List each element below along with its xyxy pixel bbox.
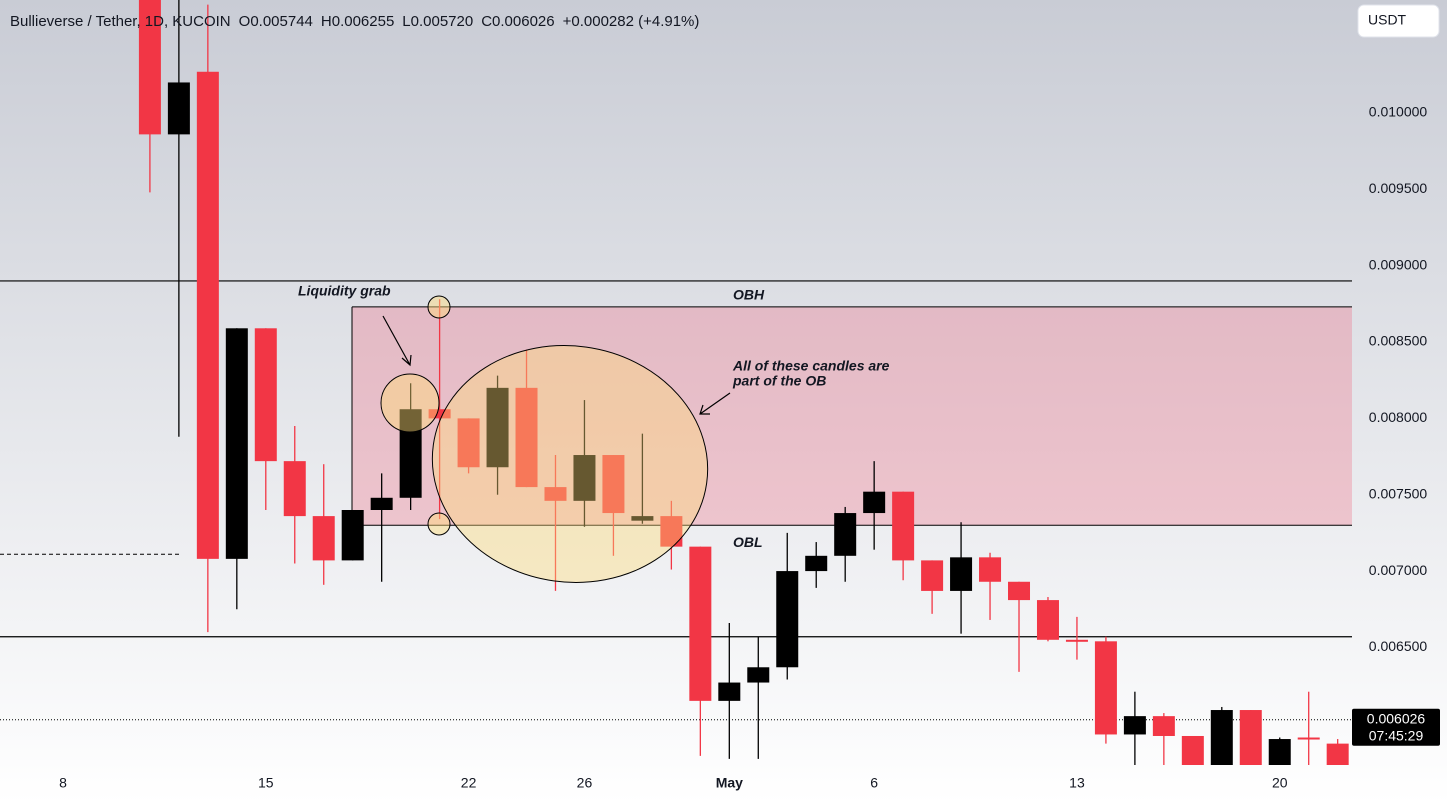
candle-body [1326,743,1349,765]
candle-body [515,387,538,488]
y-tick-label: 0.006500 [1369,638,1428,654]
candle-body [776,571,799,668]
zone-label: OBH [733,287,765,303]
y-tick-label: 0.009500 [1369,180,1428,196]
y-tick-label: 0.008000 [1369,409,1428,425]
x-tick-label: 22 [461,775,477,791]
candle-body [283,461,306,517]
y-tick-label: 0.010000 [1369,104,1428,120]
candle-body [1239,710,1262,765]
ohlc-value: L0.005720 [402,13,473,30]
candle-body [486,387,509,468]
last-price: 0.006026 [1367,711,1426,727]
ohlc-value: C0.006026 [481,13,554,30]
ob-ellipse [431,345,709,583]
zone-label: OBL [733,534,763,550]
candle-body [254,328,277,462]
candle-body [457,418,480,468]
candle-body [428,409,451,419]
candle-body [341,510,364,561]
candle-body [602,455,625,514]
candle-body [689,546,712,701]
x-tick-label: May [716,775,743,791]
symbol: Bullieverse / Tether, 1D, KUCOIN [10,13,231,30]
x-tick-label: 20 [1272,775,1288,791]
x-tick-label: 13 [1069,775,1085,791]
candle-body [1152,716,1175,736]
currency-button[interactable] [1357,4,1440,38]
candle-body [631,516,654,521]
ohlc-value: O0.005744 [239,13,313,30]
candle-body [660,516,683,547]
candle-body [1094,641,1117,735]
low-circle [427,512,451,536]
y-tick-label: 0.008500 [1369,333,1428,349]
candle-body [1065,639,1088,642]
candle-body [805,555,828,572]
candle-body [863,491,886,514]
candle-body [979,557,1002,582]
candle-body [225,328,248,559]
price-label-box [1352,708,1440,746]
candle-body [892,491,915,561]
candle-body [544,487,567,501]
candle-body [921,560,944,591]
candle-body [312,516,335,561]
x-tick-label: 26 [577,775,593,791]
candle-body [1123,716,1146,735]
x-tick-label: 6 [870,775,878,791]
candle-body [1036,600,1059,640]
candle-body [1181,735,1204,765]
candle-body [138,0,161,135]
candle-body [1008,581,1031,601]
high-circle [427,295,451,319]
candle-body [167,82,190,135]
ohlc-value: H0.006255 [321,13,394,30]
countdown: 07:45:29 [1369,728,1424,744]
candle-body [573,455,596,501]
candle-body [1297,737,1320,740]
currency[interactable]: USDT [1368,12,1407,28]
annotation: part of the OB [732,373,826,389]
candle-body [950,557,973,591]
candle-body [718,682,741,701]
ohlc-value: +0.000282 (+4.91%) [563,13,700,30]
annotation: All of these candles are [732,358,890,374]
x-tick-label: 15 [258,775,274,791]
candle-body [1268,739,1291,765]
arrow [699,392,731,415]
y-tick-label: 0.009000 [1369,256,1428,272]
grab-circle [380,373,440,433]
candle-body [834,513,857,556]
header: Bullieverse / Tether, 1D, KUCOIN O0.00574… [10,13,699,30]
candle-body [196,71,219,559]
annotation: Liquidity grab [298,283,391,299]
arrow [382,315,412,367]
candle-body [370,497,393,510]
y-tick-label: 0.007000 [1369,562,1428,578]
candle-body [747,667,770,683]
x-tick-label: 8 [59,775,67,791]
y-tick-label: 0.007500 [1369,485,1428,501]
candle-body [1210,710,1233,765]
